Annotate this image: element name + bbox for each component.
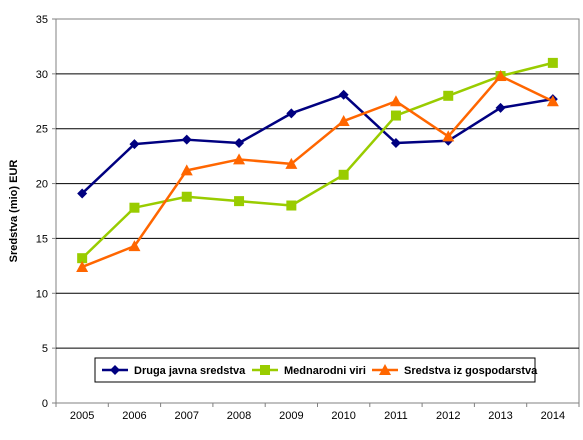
- y-tick-label: 35: [36, 14, 48, 26]
- data-point: [233, 153, 246, 165]
- series-line: [81, 61, 554, 260]
- legend-label: Mednarodni viri: [284, 365, 366, 377]
- x-tick-label: 2009: [279, 410, 303, 422]
- data-point: [181, 134, 192, 145]
- data-point: [442, 130, 455, 142]
- legend-label: Druga javna sredstva: [134, 365, 246, 377]
- series-3: [76, 70, 559, 272]
- data-point: [443, 90, 454, 101]
- series-group: [76, 57, 559, 272]
- data-point: [180, 164, 193, 176]
- data-point: [338, 169, 349, 180]
- data-point: [77, 253, 88, 264]
- data-point: [286, 108, 297, 119]
- x-tick-label: 2013: [488, 410, 512, 422]
- x-tick-label: 2011: [384, 410, 408, 422]
- data-point: [389, 95, 402, 107]
- data-point: [547, 57, 558, 68]
- x-tick-label: 2012: [436, 410, 460, 422]
- legend-marker: [110, 365, 120, 375]
- data-point: [129, 202, 140, 213]
- data-point: [285, 157, 298, 169]
- x-tick-label: 2005: [70, 410, 94, 422]
- series-line: [81, 74, 554, 269]
- gridlines: [56, 73, 579, 349]
- x-axis-ticks: 2005 2006 2007 2008 2009 2010 2011 2012 2013 2014: [55, 403, 580, 422]
- data-point: [546, 95, 559, 107]
- x-tick-label: 2010: [331, 410, 355, 422]
- data-point: [286, 200, 297, 211]
- x-tick-label: 2007: [175, 410, 199, 422]
- data-point: [128, 240, 141, 252]
- y-tick-label: 30: [36, 69, 48, 81]
- data-point: [234, 137, 245, 148]
- y-axis-ticks: 0 5 10 15 20 25 30 35: [36, 14, 56, 410]
- data-point: [77, 188, 88, 199]
- y-tick-label: 10: [36, 288, 48, 300]
- plot-area: [55, 18, 580, 404]
- y-axis-title: Sredstva (mio) EUR: [8, 160, 20, 263]
- data-point: [495, 102, 506, 113]
- data-point: [129, 139, 140, 150]
- legend-marker: [260, 365, 270, 375]
- data-point: [234, 196, 245, 207]
- series-line: [81, 93, 554, 195]
- data-point: [390, 110, 401, 121]
- data-point: [338, 89, 349, 100]
- y-tick-label: 15: [36, 233, 48, 245]
- data-point: [390, 137, 401, 148]
- data-point: [494, 70, 507, 82]
- legend-marker: [379, 364, 391, 375]
- legend-box: [94, 357, 536, 383]
- data-point: [76, 260, 89, 272]
- data-point: [181, 191, 192, 202]
- y-tick-label: 25: [36, 124, 48, 136]
- y-tick-label: 0: [42, 398, 48, 410]
- x-tick-label: 2006: [122, 410, 146, 422]
- data-point: [337, 115, 350, 127]
- x-tick-label: 2008: [227, 410, 251, 422]
- legend-label: Sredstva iz gospodarstva: [404, 365, 538, 377]
- x-tick-label: 2014: [541, 410, 565, 422]
- y-tick-label: 5: [42, 343, 48, 355]
- legend: Druga javna sredstva Mednarodni viri Sreds…: [94, 357, 538, 383]
- y-tick-label: 20: [36, 179, 48, 191]
